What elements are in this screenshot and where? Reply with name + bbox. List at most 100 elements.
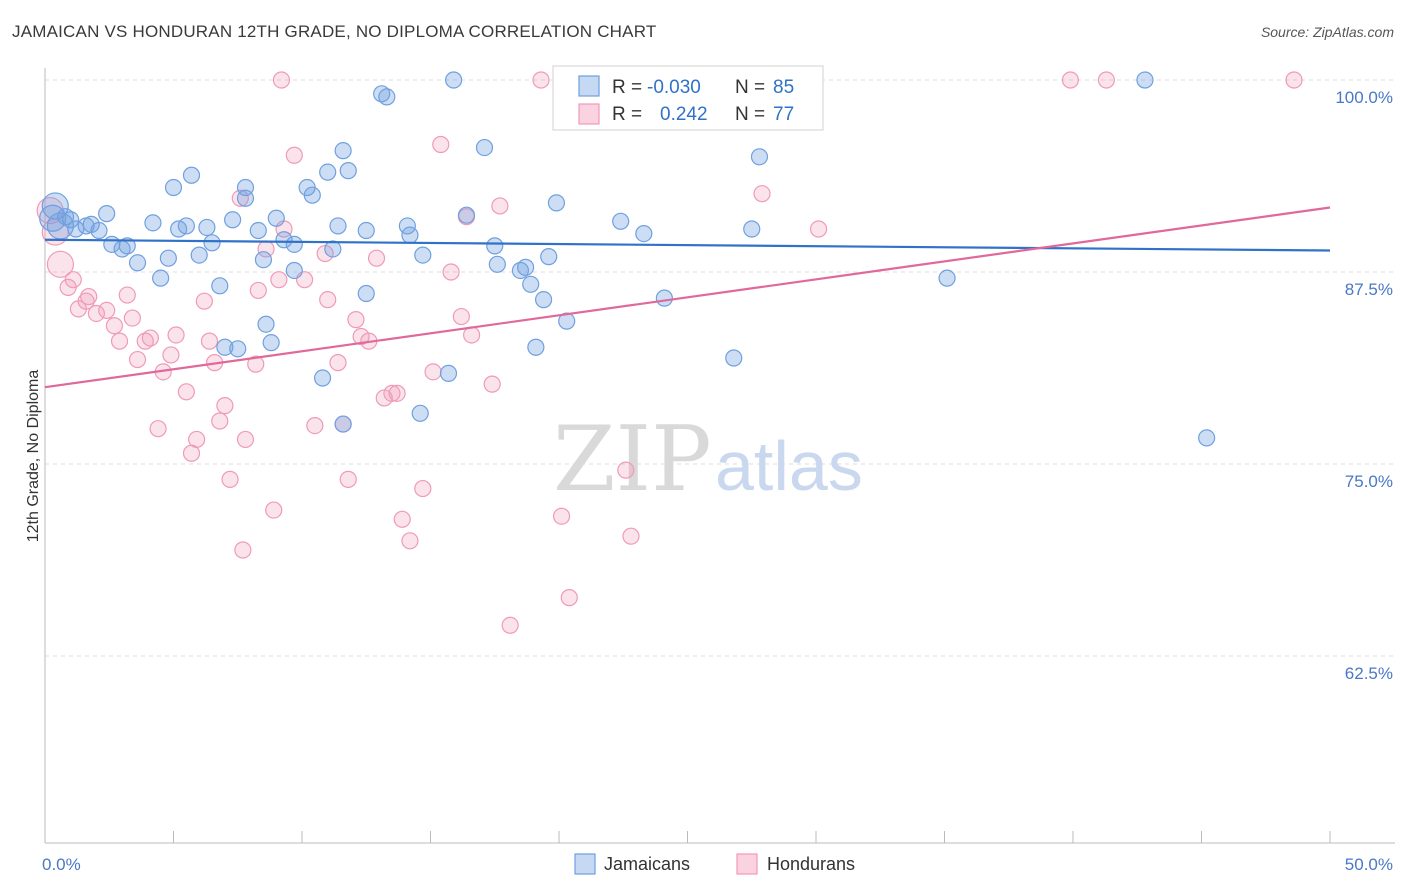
x-tick-label: 0.0% (42, 855, 81, 874)
honduran-point (162, 346, 180, 364)
y-tick-label: 62.5% (1345, 664, 1393, 683)
y-tick-labels: 100.0% 87.5% 75.0% 62.5% (1335, 88, 1393, 683)
bottom-swatch-jamaicans (574, 853, 596, 875)
jamaican-point (334, 142, 352, 160)
jamaican-point (211, 277, 229, 295)
jamaican-point (224, 211, 242, 229)
honduran-point (77, 292, 95, 310)
honduran-point (339, 470, 357, 488)
jamaican-point (401, 226, 419, 244)
jamaican-point (547, 194, 566, 212)
x-tick-label: 50.0% (1345, 855, 1393, 874)
jamaican-point (152, 269, 170, 287)
honduran-point (501, 616, 519, 634)
legend-swatch-hondurans (578, 103, 600, 125)
honduran-point (110, 332, 129, 350)
honduran-points (36, 71, 1303, 634)
jamaican-point (98, 205, 116, 223)
honduran-point (285, 146, 303, 164)
jamaican-point (373, 85, 391, 103)
honduran-point (442, 263, 460, 281)
jamaican-point (635, 225, 653, 243)
jamaican-point (324, 240, 342, 258)
jamaican-point (41, 192, 69, 220)
jamaican-point (725, 349, 743, 367)
jamaican-point (414, 246, 432, 264)
watermark-zip: ZIP (553, 407, 712, 512)
honduran-point (216, 397, 234, 415)
jamaican-point (216, 338, 234, 356)
jamaican-trend-line (44, 238, 1331, 252)
jamaican-point (339, 162, 357, 180)
jamaican-point (67, 220, 85, 238)
jamaican-point (329, 217, 347, 235)
jamaican-point (275, 231, 293, 249)
honduran-point (195, 292, 213, 310)
jamaican-point (164, 178, 183, 197)
jamaican-point (177, 217, 195, 235)
honduran-point (432, 135, 450, 154)
honduran-point (532, 71, 550, 89)
jamaican-point (285, 235, 303, 253)
honduran-point (1097, 71, 1116, 89)
jamaican-point (511, 261, 530, 280)
bottom-swatch-hondurans (736, 853, 758, 875)
honduran-point (401, 532, 419, 550)
x-tick-labels: 0.0% 50.0% (42, 855, 1393, 874)
jamaican-point (357, 284, 375, 303)
jamaican-point (750, 148, 769, 166)
bottom-legend-hondurans: Hondurans (767, 854, 855, 874)
honduran-point (64, 271, 82, 289)
jamaican-point (254, 251, 273, 269)
jamaican-point (357, 221, 375, 240)
jamaican-point (439, 364, 458, 382)
gridlines (45, 79, 1395, 657)
legend-r-label-1: R = (612, 77, 642, 98)
honduran-point (617, 461, 635, 479)
jamaican-point (267, 209, 285, 227)
jamaican-point (534, 291, 553, 309)
honduran-point (231, 189, 249, 207)
jamaican-point (743, 220, 761, 238)
honduran-point (560, 589, 578, 607)
jamaican-points (39, 71, 1216, 447)
jamaican-point (540, 248, 558, 266)
legend-r-value-2: 0.242 (660, 104, 708, 125)
honduran-point (272, 71, 291, 89)
jamaican-point (522, 275, 540, 293)
jamaican-point (182, 166, 201, 184)
jamaican-point (378, 88, 396, 106)
honduran-point (622, 527, 640, 545)
y-tick-label: 87.5% (1345, 280, 1393, 299)
jamaican-point (319, 163, 337, 181)
legend-n-label-1: N = (735, 77, 765, 98)
jamaican-point (445, 71, 463, 89)
honduran-point (98, 301, 116, 319)
jamaican-point (303, 186, 321, 204)
jamaican-point (262, 334, 280, 352)
honduran-point (329, 354, 347, 372)
honduran-point (236, 430, 255, 449)
honduran-point (1061, 71, 1080, 89)
honduran-point (105, 317, 123, 335)
jamaican-point (118, 237, 136, 255)
honduran-point (128, 350, 147, 369)
jamaican-point (159, 249, 177, 267)
legend-n-value-2: 77 (773, 104, 794, 125)
jamaican-point (62, 211, 80, 229)
honduran-point (753, 185, 771, 203)
jamaican-point (285, 261, 303, 280)
legend-r-value-1: -0.030 (647, 77, 701, 98)
honduran-point (141, 329, 159, 347)
honduran-trend-line (44, 206, 1331, 389)
legend-swatch-jamaicans (578, 75, 600, 97)
honduran-point (270, 271, 288, 289)
honduran-point (483, 375, 501, 393)
honduran-point (809, 220, 828, 238)
honduran-point (249, 281, 267, 300)
jamaican-point (257, 315, 275, 333)
bottom-legend-jamaicans: Jamaicans (604, 854, 690, 874)
y-axis-title: 12th Grade, No Diploma (25, 370, 42, 543)
stats-legend: R = -0.030 N = 85 R = 0.242 N = 77 (552, 65, 824, 131)
chart-title: JAMAICAN VS HONDURAN 12TH GRADE, NO DIPL… (12, 22, 657, 41)
